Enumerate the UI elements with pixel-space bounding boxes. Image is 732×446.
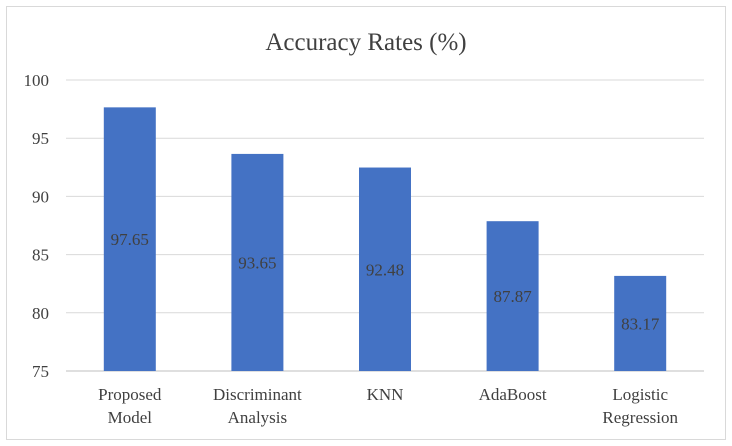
- x-tick-label-3: KNN: [367, 385, 404, 404]
- data-label-2: 93.65: [238, 253, 276, 272]
- bars: [103, 107, 667, 371]
- x-tick-label-4: AdaBoost: [479, 385, 547, 404]
- y-tick-label-95: 95: [32, 129, 49, 148]
- x-axis-tick-labels: Proposed Model Discriminant Analysis KNN AdaB…: [98, 385, 678, 427]
- gridlines: [66, 79, 704, 372]
- y-tick-label-100: 100: [24, 71, 50, 90]
- data-label-3: 92.48: [366, 260, 404, 279]
- y-tick-label-90: 90: [32, 187, 49, 206]
- bar-5: [614, 275, 667, 371]
- y-tick-label-80: 80: [32, 304, 49, 323]
- y-tick-label-85: 85: [32, 246, 49, 265]
- x-tick-label-5: Logistic Regression: [602, 385, 678, 427]
- data-label-5: 83.17: [621, 314, 660, 333]
- bar-4: [486, 221, 539, 371]
- data-label-1: 97.65: [111, 230, 149, 249]
- x-tick-label-2: Discriminant Analysis: [213, 385, 302, 427]
- bar-2: [231, 153, 284, 371]
- data-label-4: 87.87: [493, 287, 532, 306]
- data-labels: 97.65 93.65 92.48 87.87 83.17: [111, 230, 660, 333]
- x-tick-label-1: Proposed Model: [98, 385, 162, 427]
- bar-3: [359, 167, 411, 371]
- y-tick-label-75: 75: [32, 362, 49, 381]
- y-axis-tick-labels: 75 80 85 90 95 100: [24, 71, 50, 381]
- bar-1: [103, 107, 156, 371]
- chart-title: Accuracy Rates (%): [265, 29, 466, 56]
